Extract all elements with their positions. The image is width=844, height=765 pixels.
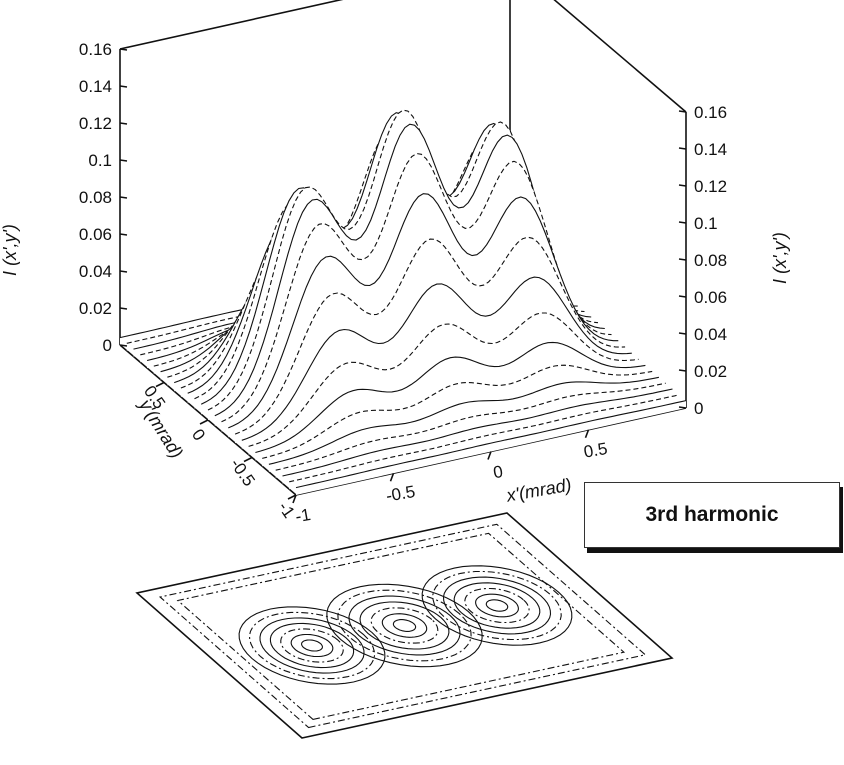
x-tick-mark: [584, 429, 590, 439]
z-tick-label-right: 0.1: [694, 214, 718, 233]
contour-line: [464, 587, 530, 624]
z-tick-label-left: 0.08: [79, 188, 112, 207]
surface-line: [248, 312, 639, 447]
z-tick-label-left: 0.12: [79, 114, 112, 133]
contour-line: [248, 611, 376, 680]
contour-line: [259, 617, 365, 674]
surface-line: [268, 376, 660, 465]
x-tick-label: -0.5: [384, 482, 416, 506]
contour-line: [348, 595, 461, 656]
surface-line: [289, 394, 680, 483]
z-tick-mark: [678, 221, 687, 224]
z-tick-mark: [119, 344, 128, 347]
z-tick-mark: [119, 85, 128, 88]
z-tick-label-right: 0.16: [694, 103, 727, 122]
z-tick-mark: [119, 196, 128, 199]
right-top-edge: [553, 0, 687, 113]
contour-line: [290, 633, 334, 658]
contour-line: [432, 570, 562, 641]
z-tick-mark: [119, 159, 128, 162]
z-tick-mark: [678, 258, 687, 261]
y-tick-label: 0: [188, 426, 209, 445]
contour-line: [392, 619, 417, 632]
surface-line: [234, 236, 626, 435]
z-tick-mark: [678, 147, 687, 150]
contour-line: [238, 606, 386, 685]
contour-line: [485, 599, 509, 612]
z-tick-label-right: 0.08: [694, 251, 727, 270]
z-tick-mark: [678, 295, 687, 298]
contour-line: [453, 582, 541, 629]
z-tick-label-right: 0.14: [694, 140, 727, 159]
z-tick-label-right: 0.02: [694, 362, 727, 381]
contour-line: [442, 576, 552, 635]
contour-plot: [135, 512, 674, 739]
contour-line: [421, 565, 573, 646]
z-tick-mark: [678, 110, 687, 113]
z-tick-mark: [119, 48, 128, 51]
contour-line: [475, 593, 519, 618]
contour-line: [326, 583, 483, 668]
z-tick-mark: [678, 184, 687, 187]
z-tick-label-left: 0.16: [79, 40, 112, 59]
contour-line: [359, 601, 450, 650]
surface-mesh: [119, 109, 687, 495]
x-tick-label: -1: [294, 505, 312, 526]
y-tick-mark: [199, 419, 209, 425]
x-axis-title: x'(mrad): [504, 475, 573, 506]
x-tick-label: 0.5: [582, 439, 609, 462]
contour-line: [158, 523, 647, 729]
x-tick-mark: [389, 472, 395, 482]
surface-line: [262, 364, 653, 459]
contour-line: [176, 532, 626, 720]
contour-line: [381, 613, 428, 638]
surface-line: [255, 341, 646, 454]
harmonic-label: 3rd harmonic: [584, 482, 840, 548]
y-tick-label: -0.5: [226, 455, 258, 490]
z-tick-mark: [678, 406, 687, 409]
z-tick-mark: [119, 307, 128, 310]
contour-line: [280, 628, 344, 663]
x-tick-label: 0: [492, 462, 505, 482]
x-tick-mark: [487, 451, 492, 460]
contour-plane: [135, 512, 674, 739]
x-tick-mark: [292, 494, 297, 504]
z-tick-label-left: 0.02: [79, 299, 112, 318]
z-tick-label-right: 0.12: [694, 177, 727, 196]
z-tick-label-left: 0.14: [79, 77, 112, 96]
surface-line: [241, 276, 632, 441]
contour-line: [269, 622, 355, 669]
z-axis-title-right: I (x',y'): [770, 232, 790, 284]
contour-line: [370, 607, 439, 644]
surface-line: [221, 152, 612, 423]
y-tick-mark: [155, 381, 165, 388]
y-tick-mark: [287, 494, 297, 500]
z-axis-title-left: I (x',y'): [0, 224, 20, 276]
z-tick-label-left: 0.1: [88, 151, 112, 170]
z-tick-label-left: 0.04: [79, 262, 112, 281]
surface-fill: [289, 394, 680, 490]
y-tick-mark: [243, 456, 253, 463]
z-tick-mark: [119, 233, 128, 236]
z-tick-label-right: 0.06: [694, 288, 727, 307]
z-tick-label-left: 0.06: [79, 225, 112, 244]
back-top-edge: [119, 0, 344, 50]
z-tick-mark: [119, 270, 128, 273]
contour-line: [337, 589, 472, 662]
surface-line: [282, 388, 673, 477]
contour-line: [301, 639, 323, 652]
surface-line: [275, 382, 666, 471]
z-tick-label-left: 0: [103, 336, 112, 355]
surface-fill: [296, 400, 686, 495]
surface-line: [228, 193, 619, 429]
z-tick-mark: [678, 332, 687, 335]
surface-line: [167, 243, 558, 378]
z-tick-mark: [119, 122, 128, 125]
z-tick-label-right: 0: [694, 399, 703, 418]
z-tick-label-right: 0.04: [694, 325, 727, 344]
z-tick-mark: [678, 369, 687, 372]
surface-line: [295, 400, 687, 489]
